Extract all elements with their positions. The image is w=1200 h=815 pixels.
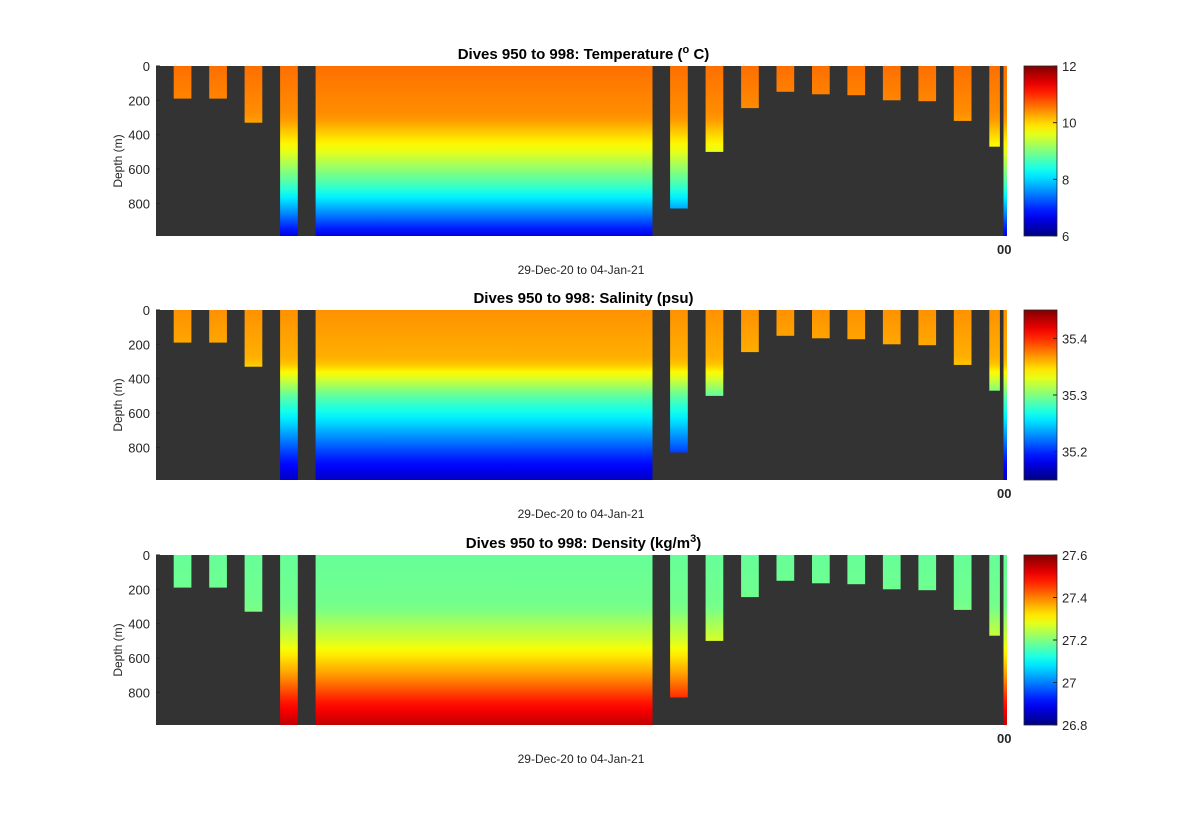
y-tick-label: 0: [143, 59, 150, 74]
dive-profile-bar: [918, 66, 937, 102]
panel-title: Dives 950 to 998: Temperature (o C): [458, 44, 710, 63]
dive-profile-bar: [776, 310, 795, 336]
dive-profile-bar: [244, 310, 263, 367]
colorbar-tick-label: 6: [1062, 229, 1069, 244]
panel-2: Dives 950 to 998: Salinity (psu) 0 200 400 6…: [111, 290, 1087, 521]
y-tick-label: 800: [128, 685, 150, 700]
y-tick-label: 400: [128, 617, 150, 632]
dive-profile-bar: [280, 66, 298, 236]
colorbar-tick-label: 26.8: [1062, 718, 1087, 733]
dive-profile-bar: [812, 310, 830, 339]
dive-profile-bar: [882, 310, 901, 345]
y-tick-label: 600: [128, 162, 150, 177]
dive-profile-bar: [209, 310, 227, 343]
colorbar-tick-label: 27: [1062, 676, 1076, 691]
colorbar-tick-label: 27.6: [1062, 548, 1087, 563]
panel-1: Dives 950 to 998: Temperature (o C) 0 200 4…: [111, 44, 1076, 277]
dive-profile-bar: [953, 66, 972, 121]
dive-profile-bar: [1003, 66, 1007, 236]
y-tick-label: 800: [128, 196, 150, 211]
dive-profile-bar: [1003, 555, 1007, 725]
dive-profile-bar: [705, 310, 724, 396]
dive-profile-bar: [989, 310, 1000, 391]
x-axis-label: 29-Dec-20 to 04-Jan-21: [518, 263, 645, 277]
x-tick-label: 00: [997, 242, 1011, 257]
dive-profile-bar: [209, 66, 227, 99]
dive-profile-bar: [244, 555, 263, 612]
dive-profile-bar: [989, 555, 1000, 636]
dive-profile-bar: [847, 310, 866, 340]
dive-profile-bar: [670, 555, 688, 698]
dive-profile-bar: [705, 555, 724, 641]
dive-profile-bar: [741, 310, 759, 353]
panel-title: Dives 950 to 998: Salinity (psu): [473, 290, 693, 307]
dive-profile-bar: [741, 66, 759, 109]
dive-profile-bar: [847, 66, 866, 96]
colorbar-tick-label: 10: [1062, 116, 1076, 131]
y-axis-label: Depth (m): [111, 134, 125, 187]
dive-profile-bar: [280, 310, 298, 480]
dive-profile-bar: [776, 66, 795, 92]
x-axis-label: 29-Dec-20 to 04-Jan-21: [518, 752, 645, 766]
y-tick-label: 800: [128, 440, 150, 455]
dive-profile-bar: [882, 66, 901, 101]
dive-profile-bar: [315, 310, 653, 480]
dive-profile-bar: [315, 66, 653, 236]
y-tick-label: 0: [143, 548, 150, 563]
panel-title: Dives 950 to 998: Density (kg/m3): [466, 533, 701, 552]
dive-profile-bar: [173, 310, 192, 343]
colorbar-tick-label: 12: [1062, 59, 1076, 74]
dive-profile-bar: [315, 555, 653, 725]
y-axis-label: Depth (m): [111, 378, 125, 431]
dive-profile-bar: [847, 555, 866, 585]
colorbar-tick-label: 35.4: [1062, 331, 1087, 346]
dive-profile-bar: [173, 555, 192, 588]
panel-3: Dives 950 to 998: Density (kg/m3) 0 200 400…: [111, 533, 1087, 766]
x-tick-label: 00: [997, 486, 1011, 501]
dive-profile-bar: [173, 66, 192, 99]
colorbar: [1023, 554, 1058, 726]
y-tick-label: 0: [143, 303, 150, 318]
colorbar: [1023, 309, 1058, 481]
dive-profile-bar: [670, 66, 688, 209]
colorbar-tick-label: 27.4: [1062, 591, 1087, 606]
dive-profile-bar: [776, 555, 795, 581]
dive-profile-bar: [741, 555, 759, 598]
colorbar-tick-label: 8: [1062, 172, 1069, 187]
dive-profile-bar: [812, 555, 830, 584]
colorbar-tick-label: 35.3: [1062, 388, 1087, 403]
dive-profile-bar: [918, 555, 937, 591]
y-tick-label: 200: [128, 93, 150, 108]
dive-profile-bar: [705, 66, 724, 152]
dive-profile-bar: [882, 555, 901, 590]
colorbar-tick-label: 35.2: [1062, 445, 1087, 460]
dive-profile-bar: [209, 555, 227, 588]
x-axis-label: 29-Dec-20 to 04-Jan-21: [518, 507, 645, 521]
y-axis-label: Depth (m): [111, 623, 125, 676]
dive-profile-bar: [918, 310, 937, 346]
dive-profile-bar: [989, 66, 1000, 147]
dive-profile-bar: [953, 555, 972, 610]
colorbar: [1023, 65, 1058, 237]
colorbar-tick-label: 27.2: [1062, 633, 1087, 648]
x-tick-label: 00: [997, 731, 1011, 746]
y-tick-label: 400: [128, 128, 150, 143]
dive-profile-bar: [1003, 310, 1007, 480]
y-tick-label: 400: [128, 372, 150, 387]
y-tick-label: 600: [128, 651, 150, 666]
dive-profile-bar: [244, 66, 263, 123]
y-tick-label: 200: [128, 337, 150, 352]
dive-profile-bar: [812, 66, 830, 95]
dive-profile-bar: [670, 310, 688, 453]
y-tick-label: 200: [128, 582, 150, 597]
dive-profile-bar: [280, 555, 298, 725]
dive-profile-bar: [953, 310, 972, 365]
y-tick-label: 600: [128, 406, 150, 421]
